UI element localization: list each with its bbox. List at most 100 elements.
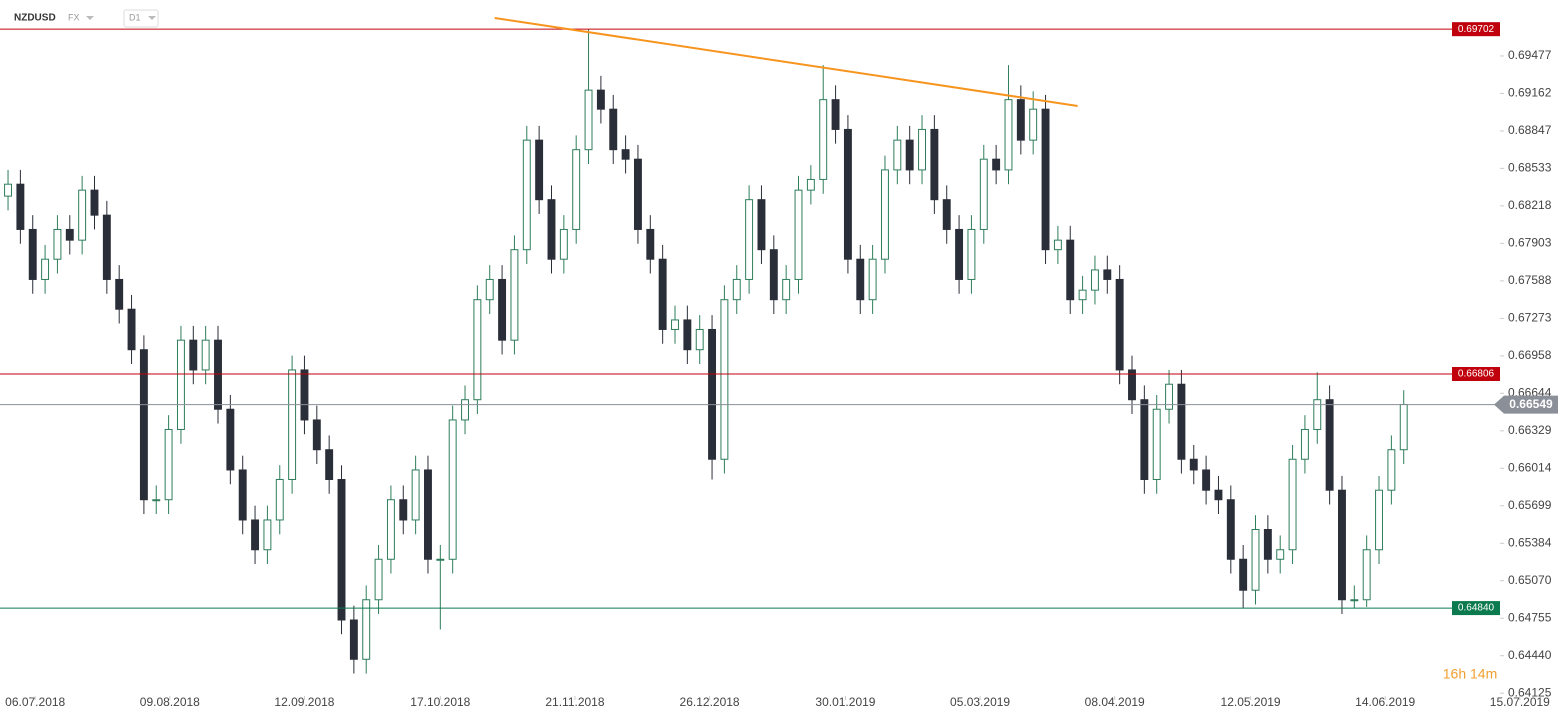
- y-tick-label: 0.68218: [1508, 198, 1552, 212]
- interval[interactable]: D1: [129, 12, 141, 22]
- candle-body: [1103, 269, 1112, 280]
- candle-body: [658, 258, 667, 330]
- x-tick-label: 12.05.2019: [1221, 695, 1281, 709]
- x-tick-label: 06.07.2018: [5, 695, 65, 709]
- candle-body: [152, 499, 161, 502]
- y-tick-label: 0.68533: [1508, 161, 1552, 175]
- candle-body: [1152, 408, 1161, 480]
- candle-body: [16, 183, 25, 230]
- x-tick-label: 09.08.2018: [140, 695, 200, 709]
- candle-body: [547, 199, 556, 260]
- candle-body: [1375, 489, 1383, 551]
- candle-body: [992, 158, 1001, 171]
- candle-body: [1300, 428, 1309, 460]
- candle-body: [1288, 458, 1297, 551]
- candle-body: [201, 339, 210, 371]
- candle-body: [905, 139, 914, 171]
- candle-body: [708, 328, 717, 460]
- candle-body: [1189, 458, 1198, 471]
- candle-body: [1004, 99, 1013, 171]
- candle-body: [448, 419, 457, 560]
- candle-body: [288, 369, 297, 480]
- candle-body: [1226, 499, 1235, 560]
- candle-body: [399, 499, 408, 521]
- candle-body: [732, 278, 741, 301]
- y-tick-label: 0.64440: [1508, 648, 1552, 662]
- candle-body: [349, 619, 358, 660]
- candle-body: [522, 139, 531, 251]
- candle-body: [559, 228, 568, 260]
- candle-body: [325, 449, 334, 480]
- x-tick-label: 12.09.2018: [274, 695, 334, 709]
- candle-body: [1078, 289, 1087, 301]
- interval-dropdown[interactable]: [148, 16, 156, 20]
- candle-body: [1066, 239, 1075, 301]
- candle-body: [312, 419, 321, 451]
- y-tick-label: 0.66958: [1508, 348, 1552, 362]
- candle-body: [65, 228, 74, 241]
- candle-body: [881, 169, 889, 260]
- candle-body: [411, 469, 420, 521]
- candle-body: [1016, 99, 1025, 141]
- candle-body: [1313, 399, 1322, 430]
- candle-body: [337, 478, 346, 621]
- current-price-box: [1494, 395, 1558, 414]
- level-label-box: [1452, 366, 1500, 381]
- candle-body: [1214, 489, 1223, 501]
- candle-body: [646, 228, 655, 260]
- candle-body: [53, 228, 62, 260]
- level-label-box: [1452, 601, 1500, 616]
- candle-body: [164, 428, 173, 501]
- y-tick-label: 0.66014: [1508, 460, 1552, 474]
- candle-body: [1387, 449, 1396, 491]
- level-label: 0.69702: [1458, 24, 1495, 35]
- candle-body: [4, 183, 12, 197]
- y-tick-label: 0.69477: [1508, 48, 1552, 62]
- x-tick-label: 26.12.2018: [680, 695, 740, 709]
- candle-body: [868, 258, 877, 301]
- y-tick-label: 0.65699: [1508, 498, 1552, 512]
- candle-body: [683, 319, 692, 351]
- symbol: NZDUSD: [14, 13, 56, 24]
- x-tick-label: 14.06.2019: [1355, 695, 1415, 709]
- y-tick-label: 0.67903: [1508, 236, 1552, 250]
- candle-body: [226, 408, 235, 471]
- x-tick-label: 21.11.2018: [545, 695, 604, 709]
- candle-body: [831, 99, 840, 130]
- current-price-label: 0.66549: [1509, 397, 1553, 411]
- interval-box[interactable]: [123, 9, 159, 28]
- y-tick-label: 0.69162: [1508, 86, 1552, 100]
- candle-body: [510, 249, 519, 341]
- candle-body: [1090, 269, 1099, 291]
- candle-body: [1177, 383, 1186, 460]
- candle-body: [745, 199, 754, 280]
- level-label: 0.66806: [1458, 369, 1495, 380]
- y-tick-label: 0.65384: [1508, 535, 1552, 549]
- market-dropdown[interactable]: [86, 16, 94, 20]
- candle-body: [930, 128, 939, 201]
- x-tick-label: 15.07.2019: [1490, 695, 1550, 709]
- x-tick-label: 08.04.2019: [1085, 695, 1145, 709]
- candle-body: [102, 214, 111, 280]
- candle-body: [485, 278, 494, 301]
- candle-body: [621, 149, 630, 160]
- candle-body: [176, 339, 185, 430]
- x-tick-label: 30.01.2019: [815, 695, 875, 709]
- y-tick-label: 0.67588: [1508, 273, 1552, 287]
- candle-body: [806, 178, 815, 191]
- candle-body: [1041, 108, 1050, 251]
- candle-body: [720, 299, 729, 460]
- candle-body: [1276, 549, 1285, 560]
- market[interactable]: FX: [68, 12, 80, 22]
- candle-body: [1053, 239, 1062, 251]
- candle-body: [362, 599, 371, 660]
- candle-body: [584, 89, 593, 151]
- candle-body: [115, 278, 124, 310]
- candle-body: [28, 228, 37, 280]
- trendline: [494, 16, 1078, 107]
- y-tick-label: 0.64125: [1508, 685, 1552, 699]
- candle-body: [1338, 489, 1346, 601]
- candle-body: [41, 258, 50, 280]
- candle-body: [127, 308, 136, 351]
